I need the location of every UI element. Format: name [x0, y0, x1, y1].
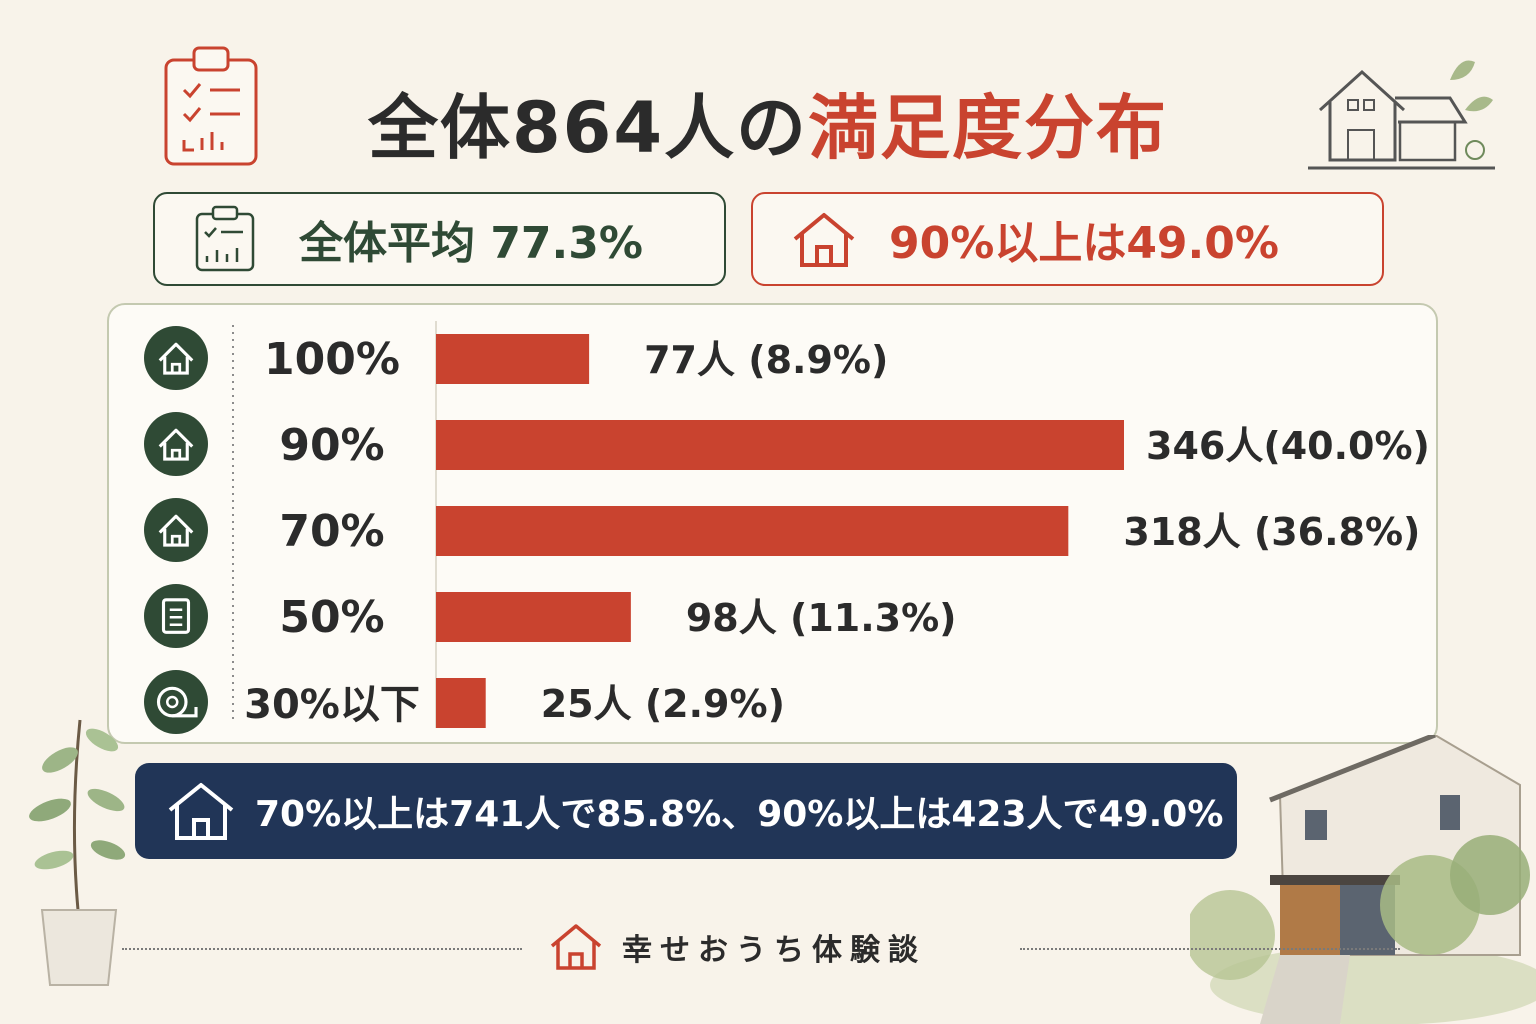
- summary-text: 70%以上は741人で85.8%、90%以上は423人で49.0%: [255, 794, 1224, 835]
- title-part-1: 全体: [367, 87, 512, 169]
- bar: [436, 678, 486, 728]
- bar-chart: 100% 77人 (8.9%) 90% 346人(40.0%) 70% 318人 (36.…: [144, 321, 1430, 734]
- title-part-3: 満足度分布: [808, 87, 1169, 169]
- data-label: 346人(40.0%): [1146, 424, 1430, 468]
- data-label: 77人 (8.9%): [644, 338, 888, 382]
- category-label: 70%: [279, 506, 384, 557]
- category-label: 50%: [279, 592, 384, 643]
- house-icon: [144, 498, 208, 562]
- category-label: 100%: [264, 334, 400, 385]
- footer-divider-left: [122, 948, 522, 950]
- data-label: 98人 (11.3%): [686, 596, 957, 640]
- footer-divider-right: [1020, 948, 1400, 950]
- footer-brand-text: 幸せおうち体験談: [622, 933, 926, 968]
- clipboard-icon: [164, 46, 258, 166]
- bar: [436, 334, 590, 384]
- category-label: 90%: [279, 420, 384, 471]
- house-watercolor-illustration-icon: [1190, 735, 1536, 1024]
- page-title: 全体864人の満足度分布: [0, 72, 1536, 173]
- house-illustration-icon: [1308, 60, 1495, 170]
- title-part-2: 人の: [664, 87, 809, 169]
- over90-stat-text: 90%以上は49.0%: [889, 218, 1279, 269]
- house-icon: [168, 783, 234, 840]
- house-icon: [793, 213, 855, 267]
- house-icon: [550, 924, 602, 970]
- average-stat-box: 全体平均 77.3%: [153, 192, 726, 286]
- clipboard-icon: [195, 205, 255, 272]
- footer-brand: 幸せおうち体験談: [548, 922, 926, 972]
- plant-illustration-icon: [29, 719, 126, 986]
- bar: [436, 506, 1069, 556]
- summary-banner: 70%以上は741人で85.8%、90%以上は423人で49.0%: [135, 763, 1237, 859]
- title-number: 864: [511, 87, 665, 169]
- over90-stat-box: 90%以上は49.0%: [751, 192, 1384, 286]
- document-icon: [144, 584, 208, 648]
- category-label: 30%以下: [244, 682, 420, 728]
- house-icon: [144, 326, 208, 390]
- data-label: 318人 (36.8%): [1123, 510, 1420, 554]
- house-icon: [144, 412, 208, 476]
- bar: [436, 420, 1124, 470]
- measuring-tape-icon: [144, 670, 208, 734]
- bar: [436, 592, 631, 642]
- average-stat-text: 全体平均 77.3%: [299, 218, 643, 269]
- data-label: 25人 (2.9%): [541, 682, 785, 726]
